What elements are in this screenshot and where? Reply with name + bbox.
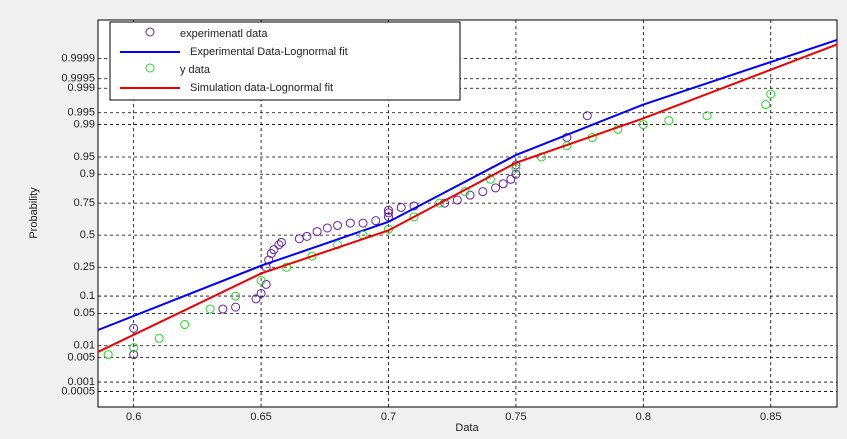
data-point — [582, 111, 592, 121]
x-tick-label: 0.65 — [250, 411, 271, 423]
data-point — [322, 223, 332, 233]
y-tick-label: 0.95 — [74, 151, 95, 163]
data-point — [205, 304, 215, 314]
x-tick-label: 0.85 — [760, 411, 781, 423]
data-point — [231, 302, 241, 312]
fit-line — [97, 43, 838, 353]
y-tick-label: 0.9999 — [61, 52, 95, 64]
data-point — [307, 251, 317, 261]
data-point — [274, 240, 284, 250]
x-tick-label: 0.7 — [381, 411, 396, 423]
data-point — [129, 323, 139, 333]
y-tick-label: 0.9995 — [61, 73, 95, 85]
x-axis-label: Data — [455, 422, 479, 434]
data-point — [664, 116, 674, 126]
legend-label: experimenatl data — [180, 28, 268, 40]
x-tick-label: 0.75 — [505, 411, 526, 423]
data-point — [396, 202, 406, 212]
y-tick-label: 0.9 — [80, 168, 95, 180]
data-point — [256, 288, 266, 298]
data-point — [333, 221, 343, 231]
y-tick-label: 0.5 — [80, 229, 95, 241]
data-point — [103, 350, 113, 360]
data-point — [511, 163, 521, 173]
data-point — [256, 276, 266, 286]
x-tick-label: 0.6 — [126, 411, 141, 423]
y-tick-label: 0.25 — [74, 261, 95, 273]
data-point — [384, 208, 394, 218]
fit-line — [97, 38, 838, 331]
y-tick-label: 0.999 — [67, 82, 95, 94]
legend: experimenatl data Experimental Data-Logno… — [109, 21, 461, 101]
y-tick-label: 0.995 — [67, 107, 95, 119]
data-point — [129, 343, 139, 353]
data-point — [333, 240, 343, 250]
data-point — [409, 212, 419, 222]
y-tick-label: 0.01 — [74, 340, 95, 352]
y-tick-label: 0.99 — [74, 118, 95, 130]
y-tick-label: 0.1 — [80, 290, 95, 302]
data-point — [638, 120, 648, 130]
legend-marker — [145, 27, 155, 37]
y-tick-label: 0.0005 — [61, 385, 95, 397]
data-point — [129, 350, 139, 360]
legend-label: Experimental Data-Lognormal fit — [190, 46, 348, 58]
data-point — [358, 218, 368, 228]
data-point — [766, 89, 776, 99]
data-point — [345, 218, 355, 228]
data-point — [478, 187, 488, 197]
data-point — [154, 333, 164, 343]
data-point — [702, 111, 712, 121]
data-point — [506, 174, 516, 184]
data-point — [312, 227, 322, 237]
data-point — [384, 205, 394, 215]
data-point — [218, 304, 228, 314]
y-tick-label: 0.05 — [74, 307, 95, 319]
legend-marker — [145, 63, 155, 73]
x-tick-label: 0.8 — [636, 411, 651, 423]
data-point — [302, 231, 312, 241]
data-point — [761, 100, 771, 110]
y-tick-label: 0.005 — [67, 351, 95, 363]
data-point — [231, 291, 241, 301]
data-point — [180, 320, 190, 330]
data-point — [251, 294, 261, 304]
y-tick-label: 0.001 — [67, 376, 95, 388]
legend-label: Simulation data-Lognormal fit — [190, 82, 333, 94]
y-tick-label: 0.75 — [74, 197, 95, 209]
data-point — [498, 179, 508, 189]
data-point — [269, 245, 279, 255]
data-point — [452, 195, 462, 205]
data-point — [434, 198, 444, 208]
data-point — [491, 183, 501, 193]
data-point — [511, 169, 521, 179]
legend-label: y data — [180, 64, 211, 76]
data-point — [371, 216, 381, 226]
data-point — [276, 237, 286, 247]
y-axis-label: Probability — [28, 187, 40, 239]
